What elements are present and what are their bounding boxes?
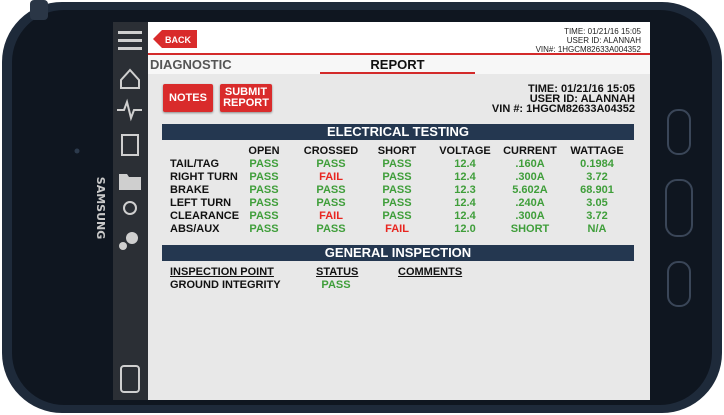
result-cell: N/A bbox=[557, 223, 637, 235]
camera bbox=[75, 149, 80, 154]
row-label: TAIL/TAG bbox=[170, 158, 219, 170]
header-vin: VIN#: 1HGCM82633A004352 bbox=[536, 45, 641, 54]
brand: SAMSUNG bbox=[94, 177, 107, 239]
menu-icon[interactable] bbox=[118, 31, 142, 34]
notes-button[interactable]: NOTES bbox=[163, 84, 213, 112]
gear-icon[interactable] bbox=[126, 232, 138, 244]
sidebar bbox=[113, 22, 148, 400]
header-time: TIME: 01/21/16 15:05 bbox=[536, 27, 641, 36]
result-cell: 3.05 bbox=[557, 197, 637, 209]
section-bar: ELECTRICAL TESTING bbox=[162, 124, 634, 140]
column-header: INSPECTION POINT bbox=[170, 266, 274, 278]
row-label: ABS/AUX bbox=[170, 223, 220, 235]
tab[interactable]: DIAGNOSTIC bbox=[150, 57, 232, 72]
result-cell: 68.901 bbox=[557, 184, 637, 196]
result-cell: 0.1984 bbox=[557, 158, 637, 170]
result-cell: PASS bbox=[296, 279, 376, 291]
back-label[interactable]: BACK bbox=[165, 35, 191, 45]
column-header: WATTAGE bbox=[557, 145, 637, 157]
header-meta: TIME: 01/21/16 15:05 USER ID: ALANNAH VI… bbox=[536, 27, 641, 54]
row-label: GROUND INTEGRITY bbox=[170, 279, 281, 291]
info-vin: VIN #: 1HGCM82633A04352 bbox=[492, 104, 635, 114]
column-header: STATUS bbox=[316, 266, 358, 278]
button-label: REPORT bbox=[223, 98, 269, 109]
tab-active[interactable]: REPORT bbox=[320, 57, 475, 72]
report-info: TIME: 01/21/16 15:05 USER ID: ALANNAH VI… bbox=[492, 84, 635, 114]
header-user: USER ID: ALANNAH bbox=[536, 36, 641, 45]
tab-underline bbox=[320, 72, 475, 74]
button-label: NOTES bbox=[169, 93, 207, 104]
stylus bbox=[30, 0, 48, 20]
column-header: COMMENTS bbox=[398, 266, 462, 278]
result-cell: 3.72 bbox=[557, 210, 637, 222]
row-label: BRAKE bbox=[170, 184, 209, 196]
section-bar: GENERAL INSPECTION bbox=[162, 245, 634, 261]
screenshot: SAMSUNG BACK TIME: 01/21/16 15:05 USER I… bbox=[0, 0, 724, 415]
result-cell: 3.72 bbox=[557, 171, 637, 183]
row-label: LEFT TURN bbox=[170, 197, 231, 209]
